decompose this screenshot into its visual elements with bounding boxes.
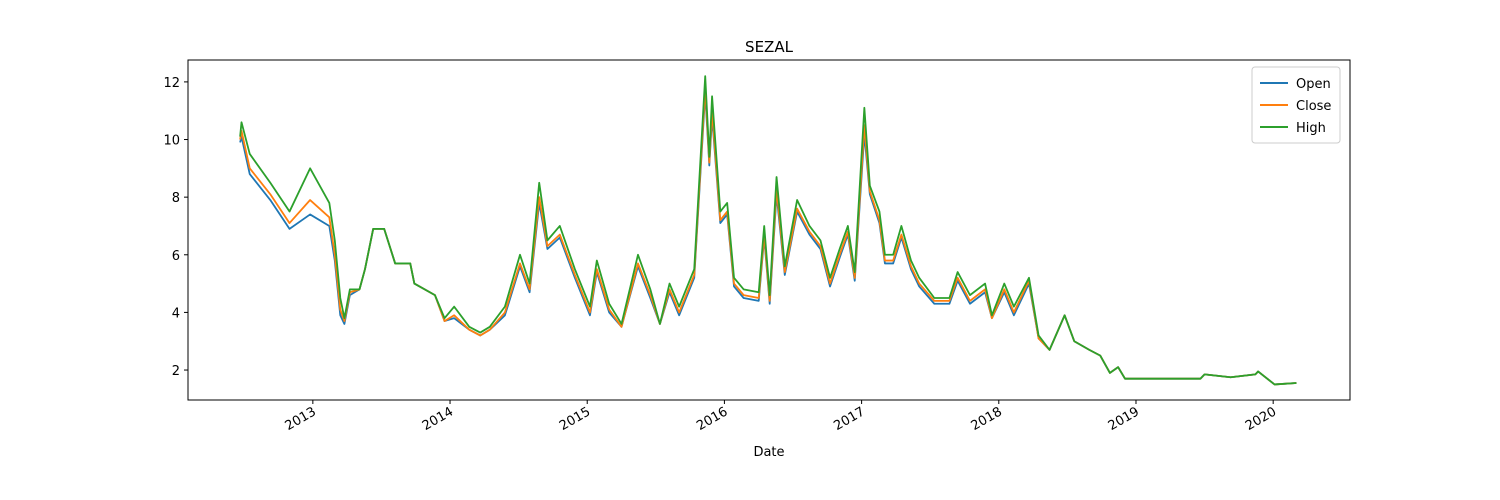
y-tick-label: 10	[163, 134, 180, 149]
chart-title: SEZAL	[745, 38, 794, 56]
axes-frame	[187, 59, 1351, 401]
legend-label: High	[1296, 121, 1326, 136]
line-series	[239, 75, 1297, 386]
y-tick-label: 8	[172, 191, 180, 206]
y-tick-label: 2	[172, 364, 180, 379]
legend-frame	[1251, 66, 1341, 144]
legend: Open Close High	[1251, 66, 1341, 144]
legend-label: Close	[1296, 99, 1331, 114]
x-axis-label: Date	[753, 445, 784, 460]
y-tick-label: 4	[172, 306, 180, 321]
y-tick-label: 6	[172, 249, 180, 264]
legend-label: Open	[1296, 77, 1331, 92]
y-tick-label: 12	[163, 76, 180, 91]
